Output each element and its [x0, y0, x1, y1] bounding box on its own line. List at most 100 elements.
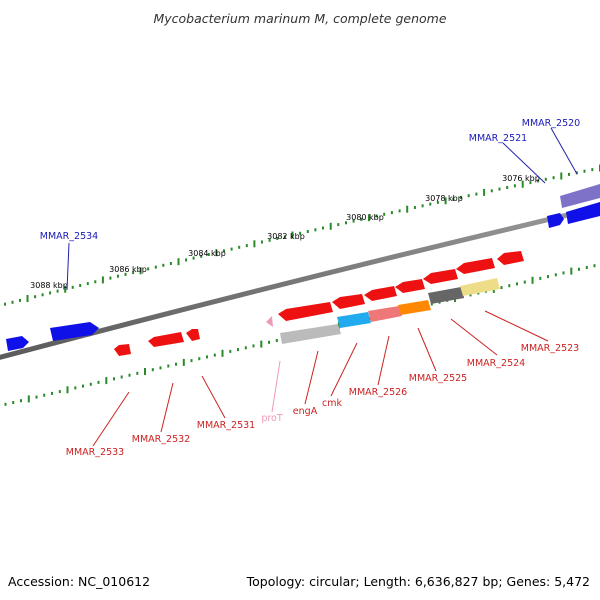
inner-tick: [82, 384, 84, 388]
gene-mmar-2522[interactable]: [497, 251, 524, 265]
outer-tick: [223, 249, 225, 253]
gene-mmar-2521[interactable]: [566, 202, 600, 224]
inner-tick: [74, 386, 77, 390]
outer-tick: [390, 211, 393, 215]
outer-tick: [11, 300, 14, 304]
gene-mmar-2524[interactable]: [423, 269, 458, 284]
outer-tick: [375, 214, 378, 218]
outer-tick: [560, 172, 563, 180]
inner-tick: [159, 366, 162, 370]
outer-tick: [200, 254, 203, 258]
outer-tick: [583, 169, 586, 173]
gene-mmar-2532[interactable]: [148, 332, 184, 347]
gene-cmk[interactable]: [332, 294, 365, 309]
outer-tick: [429, 202, 432, 206]
inner-tick: [275, 339, 278, 342]
outer-tick: [147, 267, 150, 271]
outer-tick: [475, 192, 478, 196]
inner-tick: [20, 399, 22, 403]
label-mmar-2524: MMAR_2524: [467, 358, 525, 369]
outer-tick: [109, 276, 112, 280]
outer-tick: [139, 267, 142, 275]
domain-blue: [337, 312, 371, 328]
outer-tick: [552, 176, 555, 180]
outer-tick: [352, 219, 355, 223]
label-mmar-2534: MMAR_2534: [40, 231, 98, 242]
inner-tick: [268, 340, 270, 344]
inner-tick: [516, 282, 518, 286]
inner-tick: [89, 382, 92, 386]
outer-tick: [329, 222, 332, 230]
kbp-label-3088: 3088 kbp: [30, 281, 68, 290]
inner-tick: [182, 358, 185, 366]
kbp-label-3080: 3080 kbp: [346, 213, 384, 222]
label-mmar-2520: MMAR_2520: [522, 118, 580, 129]
label-mmar-2521: MMAR_2521: [469, 133, 527, 144]
gene-mmar-2525[interactable]: [395, 279, 425, 293]
outer-tick: [529, 181, 532, 185]
label-mmar-2533: MMAR_2533: [66, 447, 124, 458]
outer-tick: [345, 221, 347, 225]
reverse-genes: [114, 251, 524, 356]
label-cmk: cmk: [322, 398, 342, 409]
inner-tick: [213, 353, 216, 357]
inner-tick: [500, 286, 503, 290]
inner-tick: [12, 401, 15, 404]
outer-tick: [253, 240, 256, 248]
gene-forward-small[interactable]: [547, 213, 564, 228]
outer-tick: [154, 265, 157, 269]
outer-tick: [521, 180, 524, 188]
label-mmar-2531: MMAR_2531: [197, 420, 255, 431]
gene-forward-left[interactable]: [6, 336, 29, 351]
outer-tick: [185, 258, 188, 262]
gene-prot-trna[interactable]: [266, 316, 273, 327]
inner-tick: [120, 375, 123, 379]
inner-tick: [539, 276, 542, 280]
label-prot: proT: [261, 413, 283, 424]
gene-mmar-2520[interactable]: [560, 184, 600, 208]
inner-tick: [144, 368, 146, 375]
kbp-label-3082: 3082 kbp: [267, 232, 305, 241]
map-title: Mycobacterium marinum M, complete genome: [153, 11, 446, 26]
outer-tick: [230, 247, 233, 251]
inner-tick: [523, 280, 526, 284]
gene-mmar-2523[interactable]: [456, 258, 495, 274]
inner-tick: [469, 293, 472, 297]
outer-tick: [337, 223, 340, 227]
domain-yellow: [460, 278, 500, 296]
inner-tick: [554, 273, 557, 277]
outer-tick: [383, 212, 386, 216]
outer-tick: [19, 298, 21, 302]
gene-enga[interactable]: [278, 302, 333, 321]
gene-mmar-2531[interactable]: [186, 329, 200, 341]
outer-tick: [117, 274, 119, 278]
inner-tick: [4, 402, 7, 406]
inner-tick: [430, 302, 433, 306]
outer-tick: [34, 295, 37, 299]
inner-tick: [27, 395, 30, 403]
outer-tick: [4, 302, 6, 306]
label-mmar-2526: MMAR_2526: [349, 387, 407, 398]
outer-tick: [568, 172, 570, 176]
outer-tick: [537, 179, 540, 183]
inner-tick: [531, 276, 534, 284]
inner-tick: [562, 271, 565, 275]
gene-mmar-2526[interactable]: [364, 286, 397, 301]
outer-tick: [238, 245, 241, 249]
accession-text: Accession: NC_010612: [8, 574, 150, 589]
outer-tick: [132, 271, 135, 275]
outer-tick: [591, 168, 594, 172]
inner-tick: [570, 267, 573, 275]
outer-tick: [291, 231, 294, 239]
gene-mmar-2533[interactable]: [114, 344, 131, 356]
outer-tick: [436, 200, 439, 204]
outer-tick: [49, 291, 52, 295]
inner-tick: [252, 344, 255, 348]
inner-tick: [136, 371, 139, 375]
gene-mmar-2534[interactable]: [50, 322, 99, 341]
inner-tick: [175, 362, 177, 366]
inner-tick: [237, 348, 239, 352]
inner-tick: [547, 275, 549, 279]
